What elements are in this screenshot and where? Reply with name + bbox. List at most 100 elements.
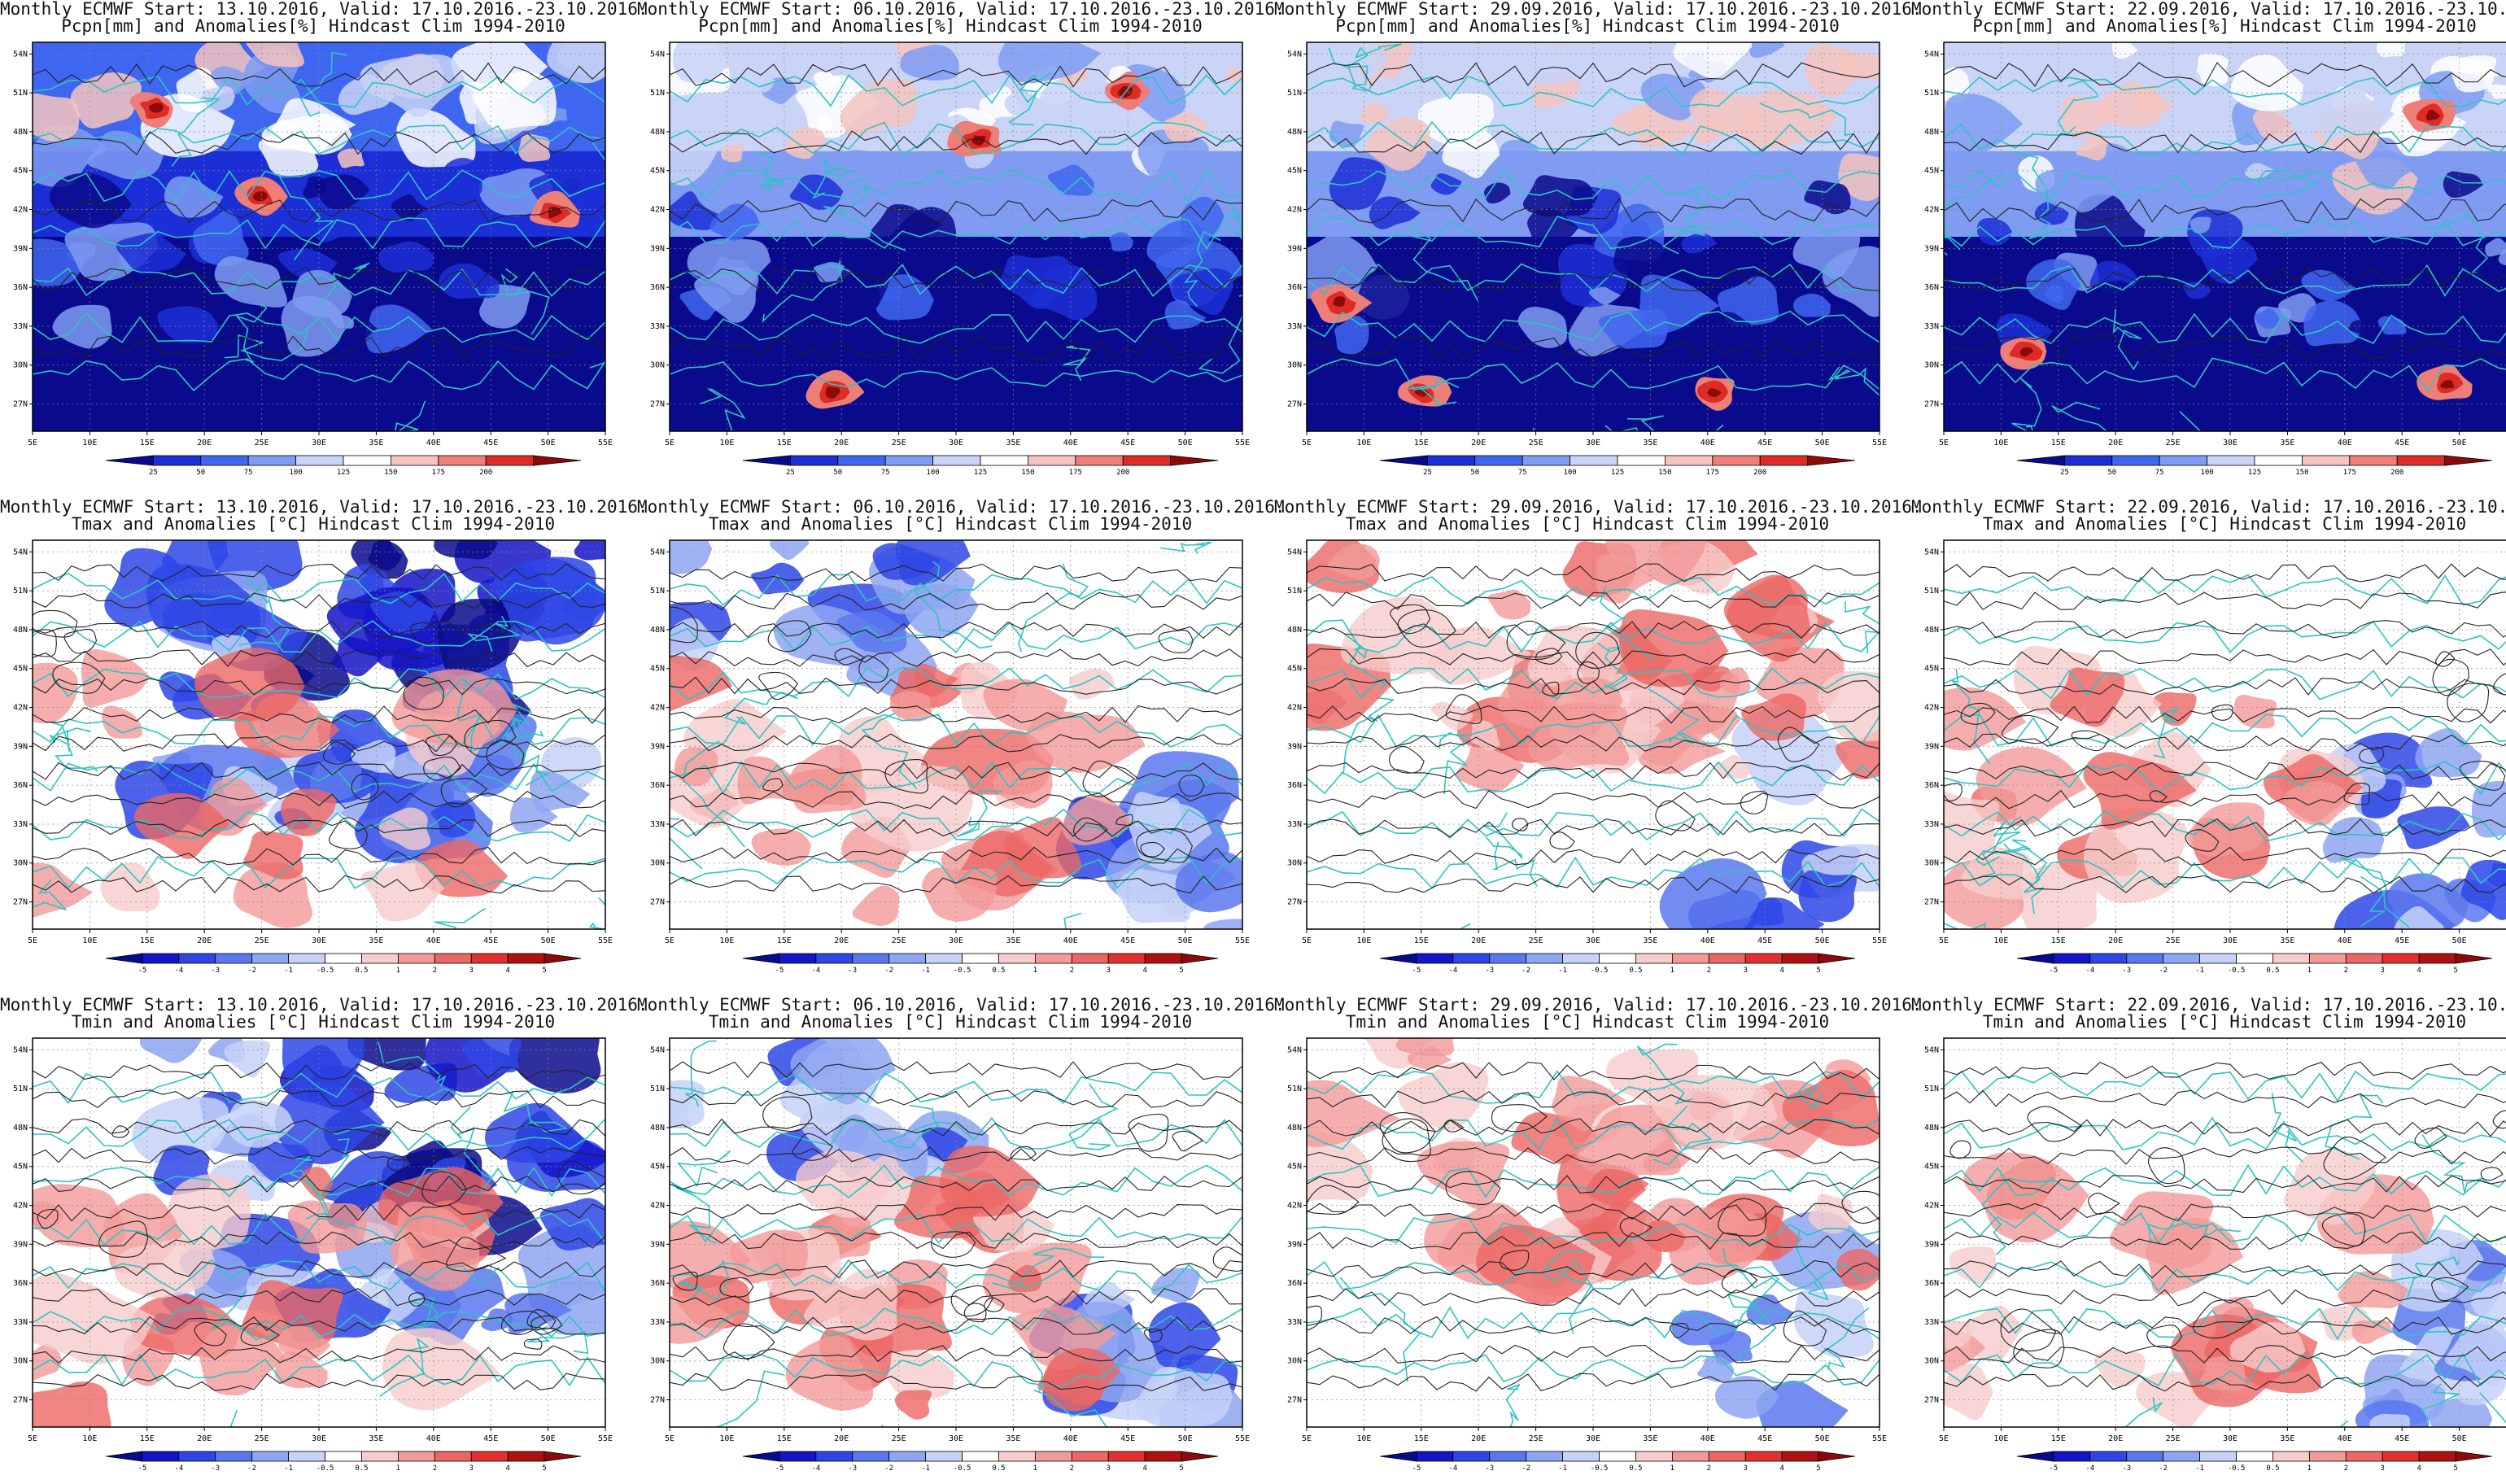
- colorbar-swatch: [2418, 953, 2456, 964]
- colorbar-swatch: [1122, 455, 1172, 466]
- x-tick-label: 55E: [598, 1434, 613, 1443]
- map-field: [1943, 1037, 2506, 1428]
- colorbar-swatch: [962, 1451, 999, 1462]
- colorbar-swatch: [2063, 455, 2113, 466]
- colorbar-swatch: [2345, 953, 2383, 964]
- colorbar: -5 -4 -3 -2 -1 -0.5 0.5 1 2 3 4 5: [742, 953, 1219, 975]
- colorbar-label: -0.5: [2228, 967, 2246, 975]
- colorbar-swatch: [1144, 953, 1182, 964]
- x-tick-label: 10E: [1356, 936, 1371, 945]
- y-tick-label: 33N: [1287, 820, 1302, 829]
- colorbar-swatch: [998, 953, 1036, 964]
- colorbar-swatch: [932, 455, 981, 466]
- y-tick-label: 27N: [13, 1396, 28, 1405]
- colorbar-label: 2: [1070, 967, 1074, 975]
- x-tick-label: 15E: [140, 439, 155, 447]
- x-tick-label: 55E: [1872, 439, 1887, 447]
- colorbar-swatch: [1426, 455, 1476, 466]
- colorbar-label: 175: [1706, 469, 1719, 477]
- colorbar-swatch: [742, 953, 780, 964]
- x-tick-label: 25E: [892, 439, 906, 447]
- y-tick-label: 36N: [13, 283, 28, 292]
- colorbar-swatch: [1071, 1451, 1109, 1462]
- map-panel: Monthly ECMWF Start: 22.09.2016, Valid: …: [1911, 0, 2506, 488]
- colorbar-swatch: [852, 1451, 890, 1462]
- y-tick-label: 45N: [650, 167, 665, 176]
- colorbar-swatch: [178, 1451, 216, 1462]
- x-tick-label: 10E: [1993, 1434, 2008, 1443]
- x-tick-label: 30E: [1586, 1434, 1600, 1443]
- y-tick-label: 30N: [650, 859, 665, 868]
- colorbar-swatch: [980, 455, 1028, 466]
- map-panel: Monthly ECMWF Start: 13.10.2016, Valid: …: [0, 996, 648, 1484]
- x-tick-label: 30E: [1586, 936, 1600, 945]
- x-tick-label: 50E: [1815, 936, 1830, 945]
- x-tick-label: 20E: [2108, 936, 2123, 945]
- y-tick-label: 54N: [650, 50, 665, 59]
- colorbar-swatch: [2345, 1451, 2383, 1462]
- x-tick-label: 20E: [197, 936, 212, 945]
- colorbar-swatch: [2016, 1451, 2054, 1462]
- colorbar-label: 100: [1563, 469, 1576, 477]
- colorbar-label: 1: [2307, 1464, 2312, 1473]
- colorbar-swatch: [325, 953, 362, 964]
- colorbar-swatch: [815, 953, 854, 964]
- colorbar-swatch: [1379, 1451, 1417, 1462]
- colorbar-swatch: [1379, 455, 1428, 466]
- colorbar-label: 2: [433, 1464, 437, 1473]
- colorbar-label: -2: [247, 1464, 256, 1473]
- colorbar-swatch: [1708, 1451, 1746, 1462]
- colorbar-swatch: [1107, 953, 1146, 964]
- x-tick-label: 45E: [1757, 439, 1772, 447]
- colorbar: -5 -4 -3 -2 -1 -0.5 0.5 1 2 3 4 5: [2016, 1451, 2493, 1473]
- map-panel: Monthly ECMWF Start: 29.09.2016, Valid: …: [1274, 996, 1923, 1484]
- colorbar-swatch: [2159, 455, 2208, 466]
- colorbar-label: 100: [289, 469, 302, 477]
- y-tick-label: 30N: [13, 859, 28, 868]
- y-tick-label: 39N: [1287, 244, 1302, 253]
- colorbar-swatch: [1712, 455, 1761, 466]
- colorbar-swatch: [247, 455, 297, 466]
- x-tick-label: 10E: [719, 1434, 734, 1443]
- colorbar-label: -4: [2085, 1464, 2094, 1473]
- x-tick-label: 35E: [2280, 439, 2294, 447]
- panel-variable-title: Tmax and Anomalies [°C] Hindcast Clim 19…: [1345, 514, 1830, 534]
- colorbar-label: -0.5: [1591, 967, 1609, 975]
- panel-variable-title: Pcpn[mm] and Anomalies[%] Hindcast Clim …: [698, 16, 1203, 36]
- y-tick-label: 45N: [1924, 665, 1939, 674]
- x-tick-label: 20E: [834, 936, 849, 945]
- x-tick-label: 15E: [777, 1434, 792, 1443]
- x-tick-label: 20E: [2108, 1434, 2123, 1443]
- colorbar-label: -3: [211, 967, 220, 975]
- x-tick-label: 45E: [1120, 1434, 1135, 1443]
- x-tick-label: 10E: [1993, 439, 2008, 447]
- colorbar-label: 50: [1470, 469, 1479, 477]
- contour-layer: [670, 563, 1242, 894]
- map-panel: Monthly ECMWF Start: 06.10.2016, Valid: …: [637, 996, 1286, 1484]
- colorbar-label: 0.5: [1629, 967, 1642, 975]
- y-tick-label: 33N: [13, 820, 28, 829]
- colorbar-label: -3: [2122, 1464, 2131, 1473]
- colorbar-swatch: [2349, 455, 2398, 466]
- colorbar-swatch: [1489, 1451, 1527, 1462]
- panel-variable-title: Tmax and Anomalies [°C] Hindcast Clim 19…: [708, 514, 1193, 534]
- colorbar-swatch: [200, 455, 249, 466]
- x-tick-label: 5E: [28, 936, 37, 945]
- colorbar-swatch: [361, 953, 399, 964]
- panel-title: Monthly ECMWF Start: 22.09.2016, Valid: …: [1911, 497, 2506, 517]
- y-tick-label: 51N: [650, 89, 665, 98]
- colorbar-swatch: [1599, 1451, 1636, 1462]
- colorbar-swatch: [815, 1451, 854, 1462]
- colorbar-swatch: [2053, 1451, 2091, 1462]
- colorbar-swatch: [2111, 455, 2160, 466]
- colorbar-label: 125: [1611, 469, 1624, 477]
- x-tick-label: 15E: [777, 936, 792, 945]
- y-tick-label: 36N: [1287, 283, 1302, 292]
- colorbar-swatch: [2199, 1451, 2237, 1462]
- colorbar-label: 3: [1744, 1464, 1748, 1473]
- colorbar-swatch: [1664, 455, 1714, 466]
- colorbar-label: 2: [433, 967, 437, 975]
- colorbar-label: 5: [1816, 1464, 1820, 1473]
- x-tick-label: 45E: [483, 439, 498, 447]
